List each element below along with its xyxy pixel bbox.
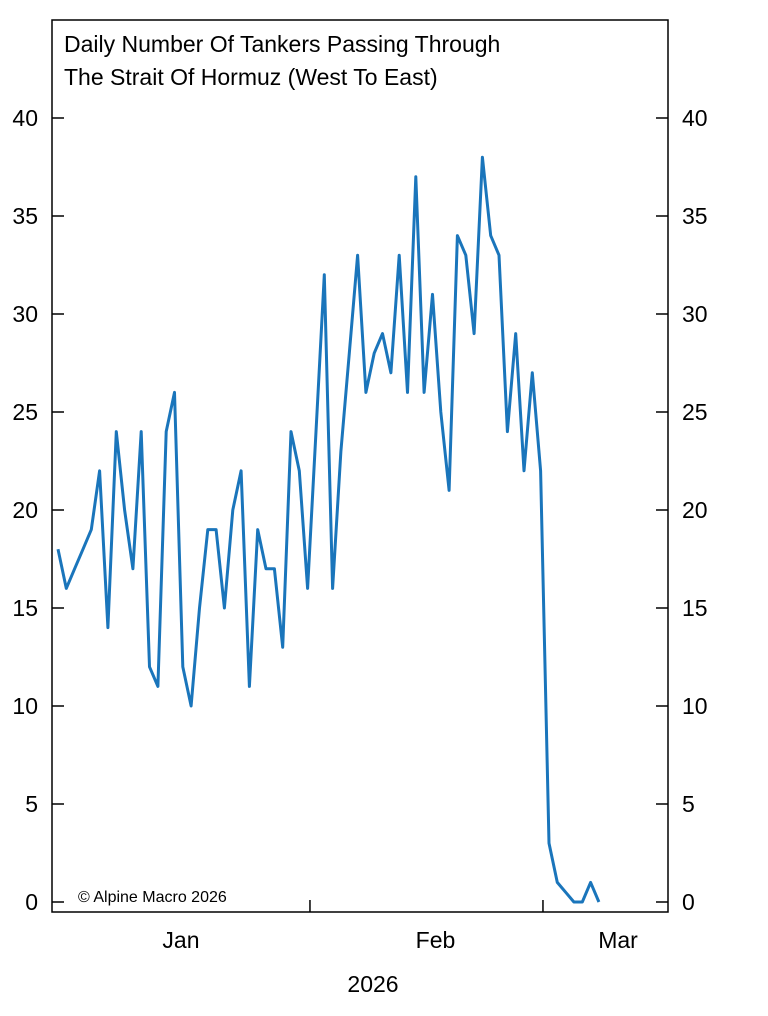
y-tick-label-left: 15 <box>12 595 38 621</box>
y-tick-label-right: 40 <box>682 105 708 131</box>
y-tick-label-right: 20 <box>682 497 708 523</box>
y-tick-label-left: 10 <box>12 693 38 719</box>
y-tick-label-left: 30 <box>12 301 38 327</box>
chart-title-line-2: The Strait Of Hormuz (West To East) <box>64 64 438 90</box>
y-tick-label-right: 25 <box>682 399 708 425</box>
y-tick-label-right: 0 <box>682 889 695 915</box>
series-line <box>56 155 601 904</box>
y-tick-label-left: 40 <box>12 105 38 131</box>
x-tick-label: Jan <box>162 927 199 953</box>
copyright-annotation: © Alpine Macro 2026 <box>78 889 227 906</box>
y-tick-label-left: 20 <box>12 497 38 523</box>
y-tick-label-left: 25 <box>12 399 38 425</box>
y-tick-label-left: 0 <box>25 889 38 915</box>
y-tick-label-left: 5 <box>25 791 38 817</box>
y-tick-label-right: 15 <box>682 595 708 621</box>
y-tick-label-right: 10 <box>682 693 708 719</box>
x-axis-label: 2026 <box>347 971 398 997</box>
y-tick-label-right: 30 <box>682 301 708 327</box>
plot-frame <box>51 19 669 913</box>
y-tick-label-right: 5 <box>682 791 695 817</box>
chart-title-line-1: Daily Number Of Tankers Passing Through <box>64 31 500 57</box>
x-tick-label: Feb <box>416 927 456 953</box>
y-tick-label-right: 35 <box>682 203 708 229</box>
x-tick-label: Mar <box>598 927 638 953</box>
y-tick-label-left: 35 <box>12 203 38 229</box>
